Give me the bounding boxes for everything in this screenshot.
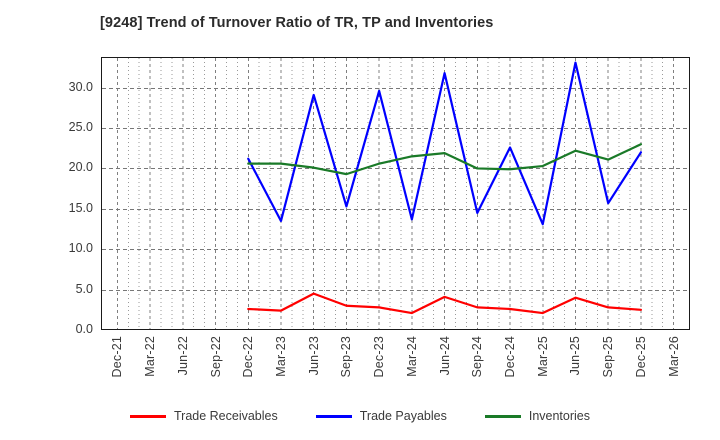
y-axis-tick-label: 0.0 [75, 322, 93, 336]
legend-label: Trade Payables [359, 409, 447, 423]
x-axis-tick-label: Mar-23 [273, 336, 288, 377]
legend-item[interactable]: Trade Payables [315, 409, 447, 423]
x-axis-tick-label: Sep-24 [470, 336, 485, 378]
plot-area [101, 57, 690, 330]
x-axis-tick-label: Dec-25 [633, 336, 648, 378]
x-axis-tick-label: Sep-22 [208, 336, 223, 378]
x-axis-tick-label: Sep-23 [339, 336, 354, 378]
legend-item[interactable]: Inventories [484, 409, 590, 423]
y-axis-tick-label: 25.0 [68, 120, 93, 135]
y-axis-tick-label: 20.0 [68, 160, 93, 175]
legend-label: Inventories [528, 409, 590, 423]
x-axis-tick-label: Mar-25 [535, 336, 550, 377]
y-axis-tick-label: 5.0 [75, 281, 93, 296]
legend-label: Trade Receivables [173, 409, 278, 423]
legend-color-swatch [484, 414, 521, 418]
y-axis-tick-label: 30.0 [68, 79, 93, 94]
x-axis-tick-label: Mar-22 [143, 336, 158, 377]
legend-item[interactable]: Trade Receivables [129, 409, 278, 423]
x-axis-tick-label: Dec-24 [503, 336, 518, 378]
y-axis-tick-label: 15.0 [68, 200, 93, 215]
x-axis-tick-label: Dec-23 [372, 336, 387, 378]
x-axis-tick-label: Mar-26 [666, 336, 681, 377]
legend-color-swatch [315, 414, 352, 418]
x-axis-tick-label: Jun-24 [437, 336, 452, 376]
x-axis-tick-label: Dec-21 [110, 336, 125, 378]
x-axis-tick-label: Jun-25 [568, 336, 583, 376]
x-axis-tick-label: Jun-23 [306, 336, 321, 376]
y-axis-tick-label: 10.0 [68, 241, 93, 256]
x-axis-tick-label: Jun-22 [175, 336, 190, 376]
chart-title: [9248] Trend of Turnover Ratio of TR, TP… [100, 15, 494, 31]
x-axis-tick-label: Mar-24 [404, 336, 419, 377]
x-axis-tick-label: Sep-25 [601, 336, 616, 378]
x-axis-tick-label: Dec-22 [241, 336, 256, 378]
legend-color-swatch [129, 414, 166, 418]
chart-legend: Trade Receivables Trade Payables Inventori… [0, 404, 720, 428]
